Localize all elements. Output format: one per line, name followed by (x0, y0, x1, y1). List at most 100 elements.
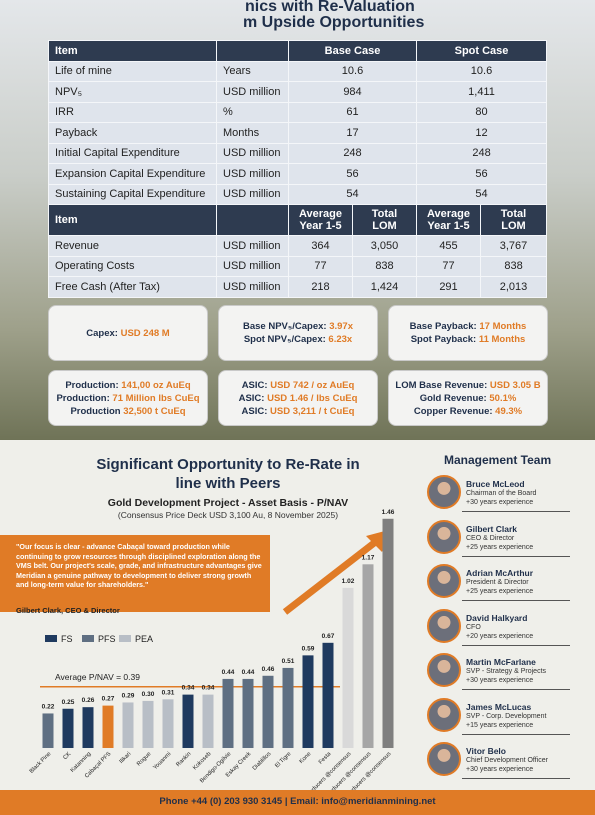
stat-line: Gold Revenue: 50.1% (420, 392, 517, 405)
table-cell: 218 (288, 276, 353, 298)
value-label: 1.46 (382, 509, 395, 516)
table-cell: 56 (415, 163, 548, 185)
table-row: NPV₅ USD million 984 1,411 (48, 81, 548, 103)
divider (462, 778, 570, 779)
bar (342, 587, 354, 748)
x-tick-label: El Tigre (274, 751, 292, 769)
table-row: Free Cash (After Tax) USD million 218 1,424… (48, 276, 548, 298)
table-cell: 10.6 (288, 60, 417, 82)
value-label: 0.26 (82, 697, 95, 704)
divider (462, 511, 570, 512)
person-name: Adrian McArthur (466, 568, 534, 578)
table-cell: 248 (415, 142, 548, 164)
divider (462, 600, 570, 601)
quote-text: "Our focus is clear - advance Cabaçal to… (16, 542, 262, 589)
table-cell: 291 (416, 276, 481, 298)
legend-swatch (45, 635, 57, 642)
table-cell: 984 (288, 81, 417, 103)
table-row: Expansion Capital Expenditure USD million… (48, 163, 548, 185)
table-cell: Payback (48, 122, 217, 144)
table-row: Payback Months 17 12 (48, 122, 548, 144)
person-role: Chairman of the Board (466, 490, 537, 497)
bar (82, 707, 94, 748)
stat-value: 32,500 t CuEq (123, 405, 186, 417)
header-cell: Item (48, 204, 217, 236)
table-row: Operating Costs USD million 77 838 77 838 (48, 255, 548, 277)
value-label: 0.34 (202, 685, 215, 692)
table-cell: % (216, 101, 289, 123)
person-name: David Halkyard (466, 612, 528, 623)
table-cell: 364 (288, 235, 353, 257)
stat-value: 3.97x (329, 321, 353, 332)
table-cell: 248 (288, 142, 417, 164)
table-cell: 61 (288, 101, 417, 123)
avatar (427, 742, 461, 776)
table-cell: 77 (288, 255, 353, 277)
header-title: nics with Re-Valuation (245, 0, 415, 15)
stat-value: USD 1.46 / lbs CuEq (267, 392, 358, 404)
stat-label: Spot NPV₅/Capex: (243, 334, 326, 345)
quote-box: "Our focus is clear - advance Cabaçal to… (0, 535, 270, 612)
value-label: 0.22 (42, 703, 55, 710)
stat-value: USD 3,211 / t CuEq (270, 405, 355, 417)
value-label: 0.30 (142, 691, 155, 698)
table-cell: NPV₅ (48, 81, 217, 103)
value-label: 0.29 (122, 692, 135, 699)
value-label: 0.67 (322, 633, 335, 640)
table-cell: USD million (216, 81, 289, 103)
legend-swatch (82, 635, 94, 642)
table-cell: Free Cash (After Tax) (48, 276, 217, 298)
stat-card: Capex: USD 248 M (48, 305, 208, 361)
stat-line: Spot NPV₅/Capex: 6.23x (244, 333, 352, 346)
bar (262, 675, 274, 748)
avatar (427, 475, 461, 509)
management-title: Management Team (444, 453, 552, 467)
x-tick-label: Rogue (136, 751, 152, 767)
stat-line: Base Payback: 17 Months (410, 320, 527, 333)
table-cell: 10.6 (415, 60, 548, 82)
bar (42, 713, 54, 748)
stat-value: USD 248 M (120, 327, 170, 339)
table-cell: 54 (288, 183, 417, 205)
avatar (427, 608, 461, 643)
stat-label: Base Payback: (409, 321, 477, 332)
person-name: Martin McFarlane (466, 657, 536, 667)
table-cell: 54 (415, 183, 548, 205)
header-title: m Upside Opportunities (243, 14, 425, 31)
bar (362, 564, 374, 748)
legend-swatch (119, 635, 131, 642)
table-cell: Months (216, 122, 289, 144)
chart-note: (Consensus Price Deck USD 3,100 Au, 8 No… (118, 510, 338, 520)
quote-author: Gilbert Clark, CEO & Director (16, 606, 120, 615)
table-cell: Revenue (48, 235, 217, 257)
stat-label: ASIC: (241, 405, 268, 417)
table-cell: Initial Capital Expenditure (48, 142, 217, 164)
table-cell: 3,767 (479, 235, 548, 257)
value-label: 0.51 (282, 658, 295, 665)
stat-label: Production (70, 405, 121, 417)
person-name: Gilbert Clark (466, 523, 518, 534)
bar (222, 678, 234, 748)
table-row: IRR% 61 80 (48, 101, 548, 123)
value-label: 0.34 (182, 685, 195, 692)
value-label: 0.31 (162, 689, 175, 696)
stat-line: Capex: USD 248 M (86, 327, 169, 340)
legend-label: PFS (98, 634, 116, 644)
person-role: SVP - Corp. Development (466, 712, 547, 720)
avatar (427, 564, 461, 598)
divider (462, 733, 570, 735)
table-cell: 455 (416, 235, 481, 257)
stat-line: Base NPV₅/Capex: 3.97x (243, 320, 353, 333)
chart: Significant Opportunity to Re-Rate in lin… (29, 456, 395, 790)
stat-label: Spot Payback: (410, 334, 477, 345)
arrow (282, 537, 381, 615)
bar (102, 705, 114, 748)
table-cell: Sustaining Capital Expenditure (48, 183, 217, 205)
header-cell (216, 204, 289, 236)
stat-value: 49.3% (495, 405, 523, 417)
x-tick-label: Youanmi (152, 751, 172, 771)
x-tick-label: CK (62, 751, 72, 761)
stat-value: 50.1% (489, 392, 517, 404)
legend-label: PEA (135, 634, 153, 644)
stat-line: Production: 141,00 oz AuEq (65, 379, 190, 392)
